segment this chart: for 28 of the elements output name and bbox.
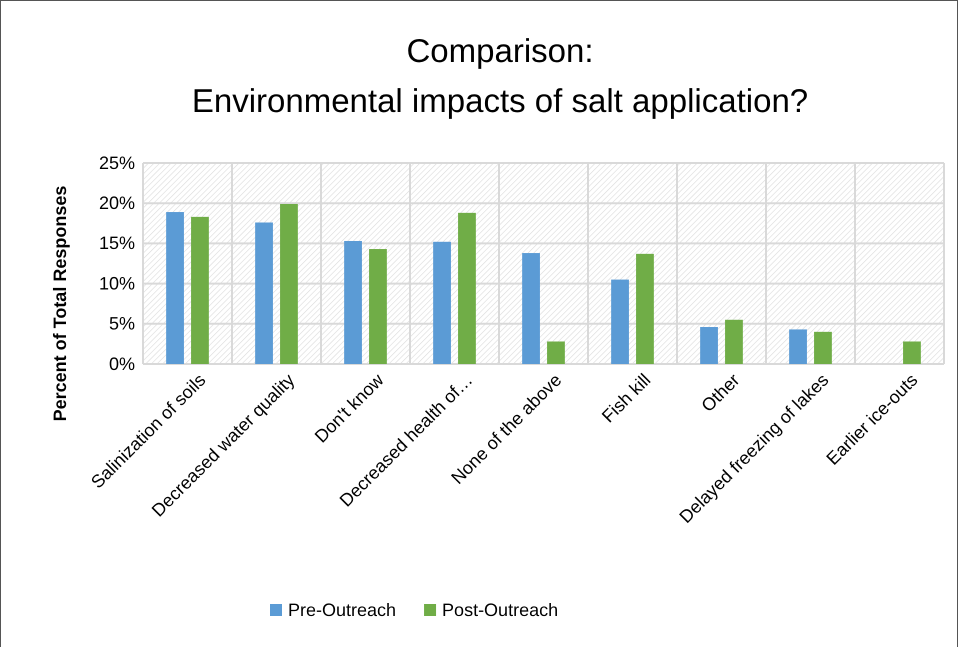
y-tick-label: 10% <box>98 273 135 294</box>
chart-title: Comparison: Environmental impacts of salt application? <box>192 32 808 119</box>
bar <box>280 204 298 364</box>
legend-label: Post-Outreach <box>442 600 558 620</box>
bar <box>255 222 273 364</box>
y-tick-label: 0% <box>108 354 135 374</box>
bar <box>344 240 362 364</box>
bar <box>636 254 654 364</box>
y-tick-label: 20% <box>98 192 135 213</box>
bar <box>369 249 387 364</box>
bar <box>725 320 743 364</box>
bar <box>458 212 476 364</box>
bar <box>611 280 629 364</box>
bar <box>433 242 451 364</box>
bar <box>522 253 540 364</box>
y-tick-label: 15% <box>98 233 135 254</box>
bar <box>191 216 209 364</box>
bar <box>789 329 807 364</box>
y-tick-label: 25% <box>98 152 135 173</box>
y-tick-label: 5% <box>108 314 135 334</box>
bar <box>166 212 184 364</box>
bar <box>903 341 921 364</box>
bar <box>814 332 832 364</box>
x-tick-label: Fish kill <box>598 370 654 426</box>
bar <box>547 341 565 364</box>
bar <box>700 327 718 364</box>
y-axis-title: Percent of Total Responses <box>50 186 70 422</box>
legend-label: Pre-Outreach <box>288 600 396 620</box>
